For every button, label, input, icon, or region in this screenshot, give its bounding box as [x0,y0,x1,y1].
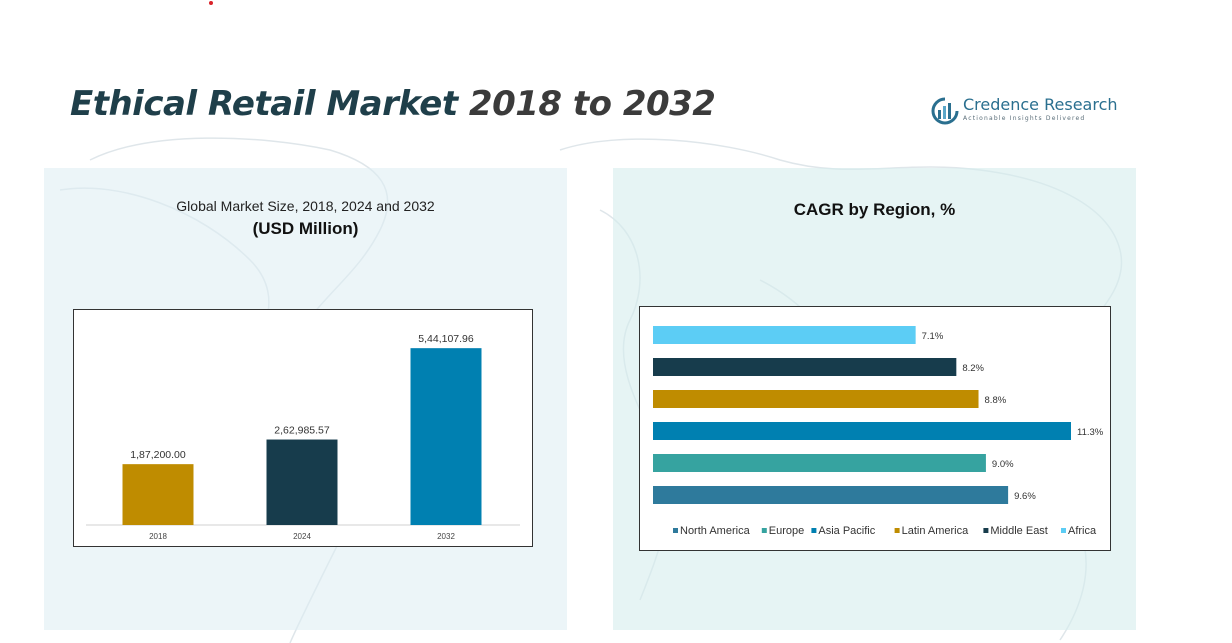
bar-value-label-africa: 7.1% [922,331,944,342]
cagr-chart-title: CAGR by Region, % [793,200,956,219]
bar-value-label-2032: 5,44,107.96 [418,333,474,345]
bar-latin-america [653,390,979,408]
x-tick-label-2024: 2024 [293,532,311,541]
x-tick-label-2032: 2032 [437,532,455,541]
market-size-chart: 1,87,200.00 2018 2,62,985.57 2024 5,44,107.9… [73,309,533,547]
legend-label-latin-america: Latin America [902,525,970,537]
bar-value-label-north-america: 9.6% [1014,491,1036,502]
bar-value-label-latin-america: 8.8% [985,395,1007,406]
legend-swatch-asia-pacific [811,528,817,533]
bar-asia-pacific [653,422,1071,440]
market-size-bar-chart: 1,87,200.00 2018 2,62,985.57 2024 5,44,107.9… [86,333,520,541]
legend-swatch-europe [761,528,767,533]
bar-middle-east [653,358,957,376]
legend-swatch-latin-america [894,528,900,533]
logo-icon [931,97,959,125]
accent-dot [209,1,213,5]
legend-label-europe: Europe [769,525,804,537]
legend-label-north-america: North America [680,525,751,537]
page-title: Ethical Retail Market 2018 to 2032 [70,84,716,124]
bar-2032 [410,348,482,525]
market-size-chart-unit: (USD Million) [252,219,359,238]
bar-value-label-2024: 2,62,985.57 [274,425,330,437]
bar-africa [653,326,916,344]
bar-value-label-middle-east: 8.2% [962,363,984,374]
legend-label-middle-east: Middle East [990,525,1047,537]
bar-2018 [122,464,194,525]
bar-europe [653,454,986,472]
bar-2024 [266,439,338,525]
market-size-chart-title: Global Market Size, 2018, 2024 and 2032 [176,198,435,214]
bar-value-label-2018: 1,87,200.00 [130,449,186,461]
cagr-chart: 7.1% 8.2% 8.8% 11.3% 9.0% 9.6% North America Eu… [639,306,1111,551]
legend-swatch-north-america [673,528,678,533]
cagr-bar-chart: 7.1% 8.2% 8.8% 11.3% 9.0% 9.6% North America Eu… [653,326,1104,537]
x-tick-label-2018: 2018 [149,532,167,541]
logo-tagline: Actionable Insights Delivered [963,115,1086,122]
bar-north-america [653,486,1009,504]
logo-name: Credence Research [963,95,1118,114]
legend-swatch-africa [1061,528,1066,533]
legend-label-asia-pacific: Asia Pacific [818,525,875,537]
bar-value-label-europe: 9.0% [992,459,1014,470]
bar-value-label-asia-pacific: 11.3% [1077,427,1104,438]
credence-research-logo: Credence Research Actionable Insights De… [930,94,1130,128]
legend-swatch-middle-east [983,528,989,533]
legend-label-africa: Africa [1068,525,1097,537]
